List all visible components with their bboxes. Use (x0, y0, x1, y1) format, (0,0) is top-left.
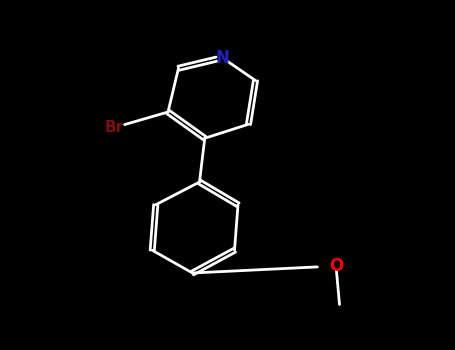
Text: O: O (329, 257, 343, 275)
Text: Br: Br (104, 120, 123, 135)
Text: N: N (215, 49, 229, 67)
